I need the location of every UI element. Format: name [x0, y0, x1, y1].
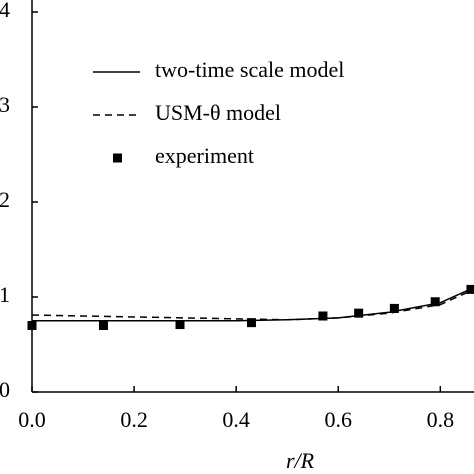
- x-tick-label: 0.4: [222, 407, 250, 432]
- legend-label: USM-θ model: [155, 100, 281, 125]
- series-line: [31, 288, 474, 321]
- data-point: [466, 284, 474, 294]
- data-point: [27, 321, 37, 330]
- y-tick-label: 0: [0, 377, 10, 402]
- legend-label: two-time scale model: [155, 57, 344, 82]
- data-point: [175, 320, 185, 330]
- data-point: [98, 321, 108, 330]
- x-tick-label: 0.0: [18, 407, 46, 432]
- data-point: [430, 297, 440, 307]
- x-axis-label: r/R: [286, 448, 315, 473]
- y-tick-label: 3: [0, 92, 10, 117]
- x-tick-label: 0.6: [324, 407, 352, 432]
- series-line: [32, 286, 474, 322]
- data-point: [318, 311, 328, 321]
- y-tick-label: 1: [0, 282, 10, 307]
- x-tick-label: 0.8: [427, 407, 455, 432]
- legend-label: experiment: [155, 143, 254, 168]
- data-point: [389, 303, 399, 313]
- x-tick-label: 0.2: [120, 407, 148, 432]
- legend-marker: [113, 153, 122, 163]
- data-point: [246, 318, 256, 328]
- y-tick-label: 4: [0, 0, 10, 22]
- y-tick-label: 2: [0, 187, 10, 212]
- data-point: [354, 308, 364, 318]
